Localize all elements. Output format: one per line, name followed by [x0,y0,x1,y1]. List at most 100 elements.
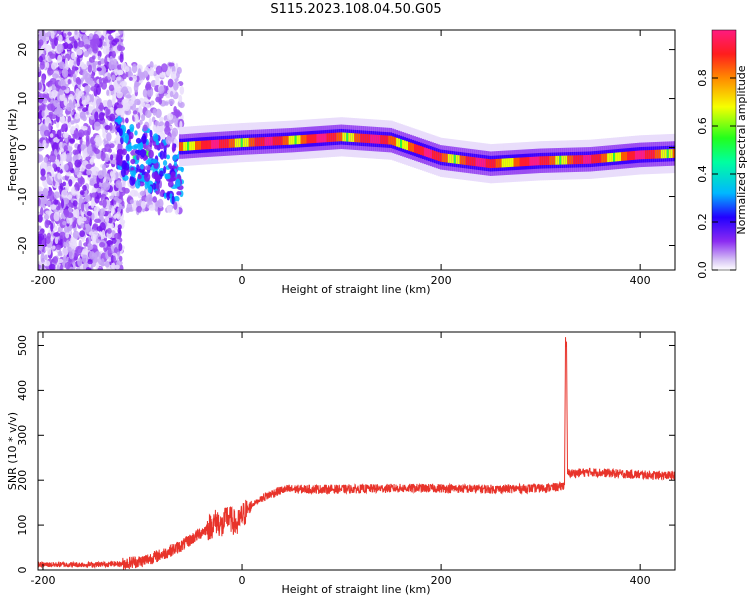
spectrogram-cell [57,252,63,257]
spectrogram-cell [116,91,124,99]
spectrogram-cell [93,121,101,131]
spectrogram-cell [228,138,232,148]
spectrogram-cell [38,244,43,251]
spectrogram-cell [85,163,92,170]
spectrogram-cell [358,133,361,143]
spectrogram-cell [312,134,316,144]
spectrogram-cell [62,254,67,264]
spectrogram-cell [668,149,672,159]
spectrogram-cell [581,155,584,164]
spectrogram-cell [149,140,153,148]
spectrogram-cell [123,102,131,112]
spectrogram-cell [549,156,552,165]
spectrogram-cell [100,182,107,191]
spectrogram-cell [38,82,43,91]
spectrogram-cell [318,133,322,143]
spectrogram-cell [621,152,624,161]
spectrogram-cell [48,123,52,131]
spectrogram-cell [112,255,116,263]
spectrogram-cell [380,135,383,144]
spectrogram-cell [90,86,97,92]
spectrogram-cell [43,129,51,137]
spectrogram-cell [240,138,244,148]
spectrogram-cell [613,152,616,162]
spectrogram-cell [130,151,135,156]
x-tick-label: -200 [30,574,55,587]
y-tick-label: 400 [16,380,29,401]
spectrogram-cell [60,198,65,209]
spectrogram-cell [144,165,151,171]
spectrogram-cell [94,111,99,121]
spectrogram-cell [262,137,266,146]
spectrogram-cell [59,116,66,124]
spectrogram-cell [83,44,91,49]
spectrogram-cell [102,164,106,171]
spectrogram-cell [625,151,628,161]
spectrogram-cell [88,105,93,114]
spectrogram-cell [141,113,146,122]
spectrogram-cell [40,168,46,177]
spectrogram-cell [114,118,122,123]
spectrogram-cell [539,156,543,166]
spectrogram-cell [68,250,75,260]
spectrogram-cell [114,69,119,76]
spectrogram-cell [92,257,99,263]
spectrogram-cell [105,107,109,117]
spectrogram-cell [260,137,264,147]
spectrogram-cell [97,267,103,270]
spectrogram-cell [183,142,186,151]
spectrogram-cell [44,254,48,261]
spectrogram-cell [78,132,83,138]
spectrogram-cell [338,132,341,142]
spectrogram-cell [531,156,535,166]
spectrogram-cell [159,142,165,150]
spectrogram-cell [234,138,238,148]
spectrogram-cell [52,256,59,264]
spectrogram-cell [274,136,278,146]
spectrogram-cell [662,149,666,159]
snr-y-ticks: 0 100 200 300 400 500 [16,335,675,574]
spectrogram-cell [45,81,53,87]
spectrogram-cell [392,136,395,146]
spectrogram-cell [162,159,168,166]
spectrogram-cell [62,197,70,205]
spectrogram-cell [97,55,101,61]
spectrogram-cell [185,141,188,151]
spectrogram-cell [495,158,499,168]
colorbar-tick-label: 0.0 [696,261,709,279]
spectrogram-cell [124,66,130,73]
spectrogram-cell [376,134,379,144]
spectrogram-cell [567,155,570,165]
spectrogram-cell [131,63,138,74]
spectrogram-cell [86,224,91,232]
spectrogram-cell [140,148,147,158]
spectrogram-cell [439,152,443,162]
spectrogram-cell [72,230,80,239]
spectrogram-cell [82,216,87,222]
spectrogram-cell [573,155,576,165]
spectrogram-cell [117,142,123,151]
spectrogram-cell [195,141,198,150]
spectrogram-cell [553,155,556,165]
spectrogram-cell [372,134,375,144]
spectrogram-cell [631,151,634,161]
colorbar-tick-label: 0.2 [696,213,709,231]
spectrogram-cell [340,132,343,142]
colorbar-tick-label: 0.4 [696,165,709,183]
spectrogram-cell [118,30,124,35]
spectrogram-cell [398,138,401,148]
spectrogram-cell [652,149,656,159]
spectrogram-cell [443,153,447,163]
spectrogram-cell [159,72,166,78]
spectrogram-cell [455,154,459,164]
spectrogram-cell [85,138,90,148]
spectrogram-cell [525,157,529,167]
spectrogram-cell [115,180,123,189]
spectrogram-cell [328,133,332,143]
spectrogram-cell [75,95,80,101]
spectrogram-cell [316,134,320,143]
spectrogram-cell [39,207,44,217]
spectrogram-cell [158,85,165,94]
spectrogram-cell [106,30,114,34]
spectrogram-cell [59,182,64,190]
